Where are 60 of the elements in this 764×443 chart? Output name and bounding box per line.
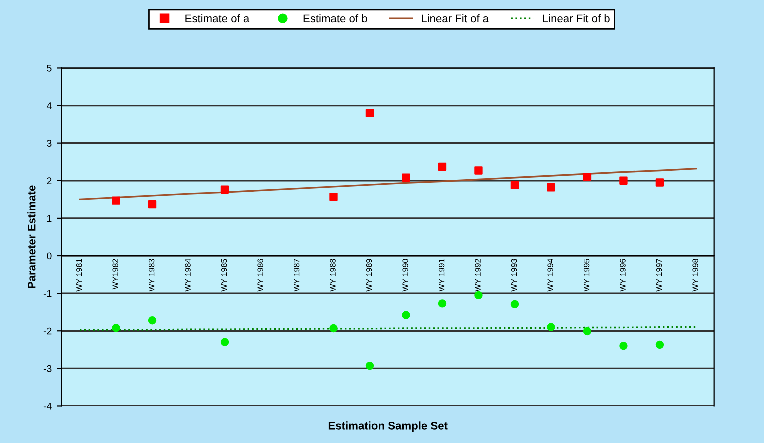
point (656, 178, 664, 187)
point (620, 342, 628, 350)
point (148, 200, 157, 209)
point (547, 184, 556, 192)
y-tick-label: -1 (44, 290, 52, 298)
point (438, 162, 447, 172)
point (330, 324, 338, 333)
point (620, 176, 628, 185)
point (402, 174, 410, 182)
x-tick-label: WY 1992 (475, 259, 481, 292)
y-tick-label: -4 (44, 403, 52, 410)
point (474, 291, 483, 300)
point (656, 340, 664, 350)
x-tick-label: WY 1998 (692, 259, 698, 292)
y-tick-label: 2 (47, 178, 52, 184)
x-axis-title: Estimation Sample Set (328, 422, 448, 432)
x-tick-label: WY 1997 (656, 259, 662, 292)
point (438, 300, 447, 308)
x-tick-label: WY 1985 (221, 259, 228, 292)
y-tick-label: 4 (46, 102, 52, 110)
x-tick-label: WY1982 (112, 259, 118, 290)
legend-label: Linear Fit of a (422, 14, 490, 23)
x-tick-label: WY 1987 (294, 259, 300, 292)
x-tick-label: WY 1995 (584, 259, 590, 292)
point (402, 311, 410, 320)
y-axis-title: Parameter Estimate (28, 186, 36, 288)
y-tick-label: -2 (44, 328, 52, 335)
x-tick-label: WY 1983 (148, 259, 155, 292)
y-tick-label: 1 (47, 215, 52, 222)
point (366, 109, 374, 118)
point (366, 362, 374, 370)
point (474, 166, 483, 175)
point (547, 323, 556, 332)
x-tick-label: WY 1981 (76, 259, 82, 292)
x-tick-label: WY 1984 (185, 259, 191, 292)
y-tick-label: 3 (47, 140, 52, 147)
point (510, 181, 520, 190)
point (112, 324, 120, 332)
x-tick-label: WY 1988 (330, 259, 336, 292)
x-tick-label: WY 1986 (258, 259, 264, 292)
x-tick-label: WY 1989 (366, 259, 372, 292)
y-tick-label: 5 (47, 65, 52, 72)
x-tick-label: WY 1996 (620, 259, 626, 292)
y-tick-label: -3 (44, 365, 52, 372)
y-tick-label: 0 (47, 252, 52, 260)
legend-label: Linear Fit of b (543, 14, 610, 23)
point (112, 196, 120, 205)
point (220, 338, 230, 346)
x-tick-label: WY 1990 (402, 259, 408, 292)
point (583, 173, 592, 182)
legend-label: Estimate of a (186, 14, 250, 23)
legend-label: Estimate of b (304, 14, 368, 23)
point (583, 327, 592, 336)
point (330, 192, 338, 202)
x-tick-label: WY 1991 (438, 259, 445, 292)
x-tick-label: WY 1994 (548, 259, 554, 292)
point (220, 186, 230, 194)
x-tick-label: WY 1993 (511, 259, 518, 292)
point (510, 300, 520, 309)
point (148, 316, 157, 325)
